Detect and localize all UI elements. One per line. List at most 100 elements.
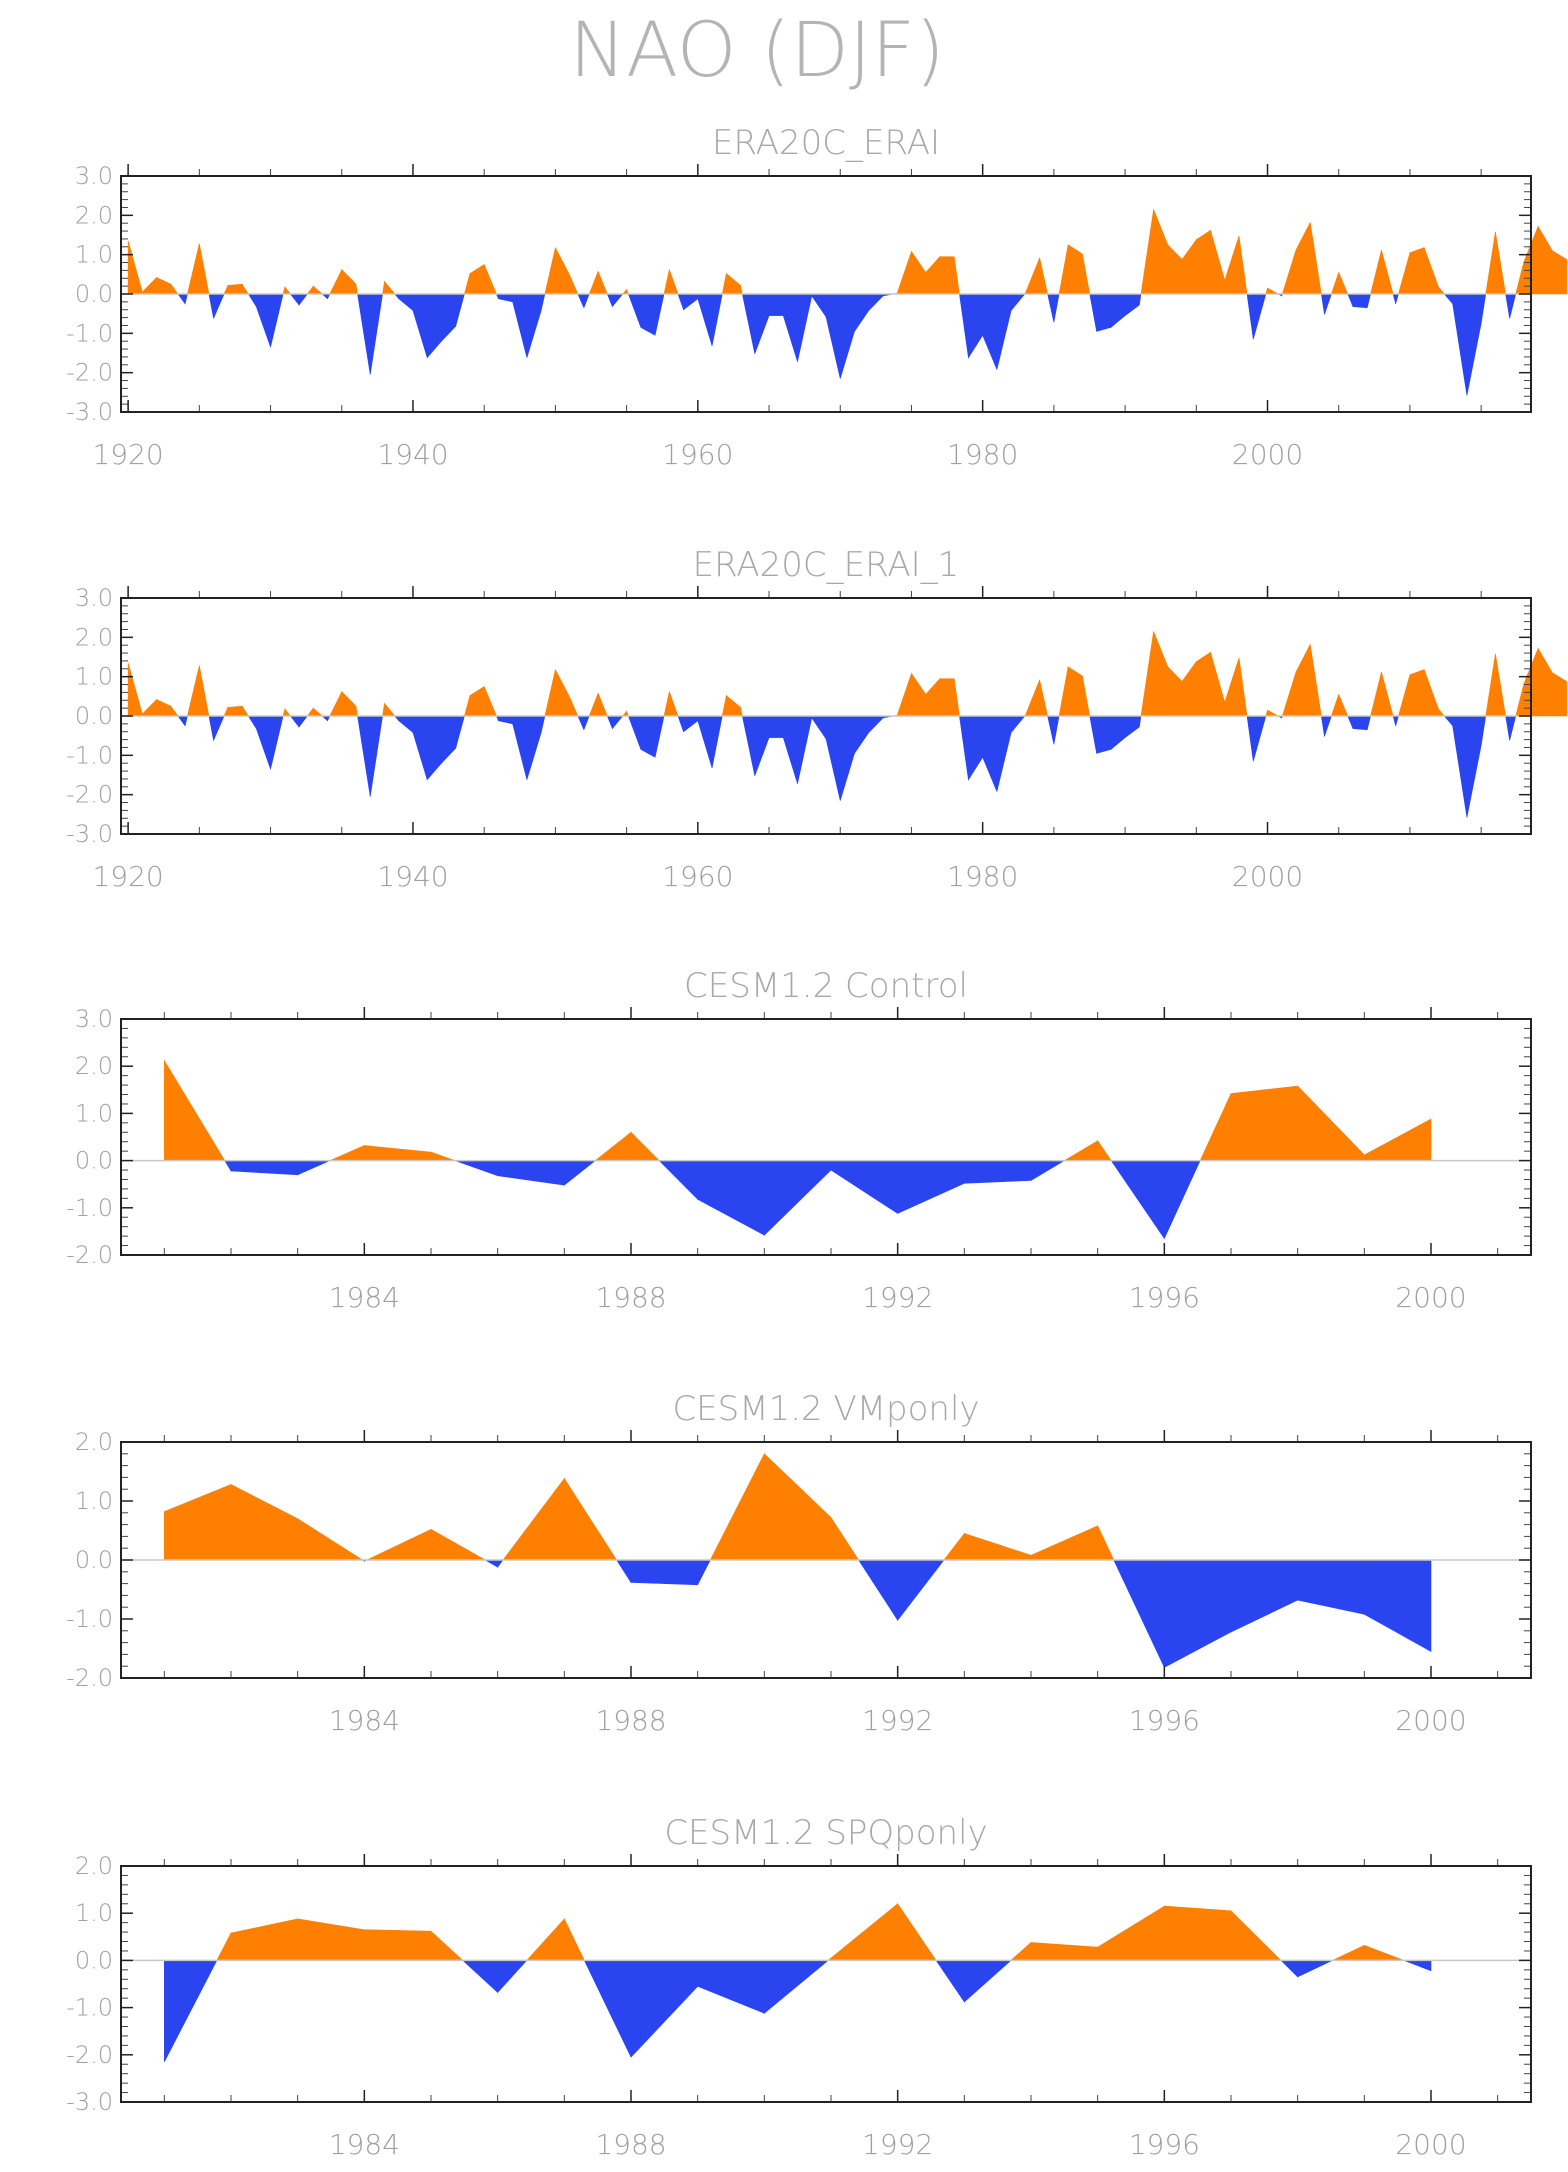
area-segment [782, 715, 798, 784]
figure-title: NAO (DJF) [569, 5, 944, 94]
area-segment [740, 285, 743, 295]
area-segment [355, 706, 358, 717]
area-segment [1230, 1910, 1282, 1961]
area-segment [177, 715, 186, 727]
area-segment [357, 715, 371, 797]
area-segment [341, 690, 357, 717]
area-segment [1097, 1525, 1115, 1561]
area-segment [142, 698, 157, 717]
area-segment [297, 1160, 331, 1176]
area-segment [1089, 715, 1097, 754]
area-segment [640, 715, 656, 758]
y-tick-label: -1.0 [66, 1605, 113, 1633]
area-segment [1443, 715, 1453, 727]
y-tick-label: 0.0 [75, 1946, 113, 1974]
area-segment [164, 1484, 232, 1561]
area-segment [1295, 644, 1311, 717]
x-tick-label: 2000 [1232, 860, 1303, 893]
area-segment [526, 715, 542, 780]
area-segment [996, 715, 1012, 792]
area-segment [1224, 657, 1240, 717]
area-segment [754, 293, 770, 354]
area-segment [306, 707, 314, 717]
area-segment [911, 250, 926, 295]
area-segment [868, 293, 884, 312]
x-tick-label: 1996 [1129, 2128, 1200, 2161]
area-segment [1082, 675, 1091, 717]
chart-panel-3: CESM1.2 Control -2.0 -1.0 0.0 1.0 2.0 3.0 1984 1… [66, 966, 1532, 1314]
area-segment [897, 1160, 965, 1214]
area-segment [1552, 672, 1567, 717]
area-segment [464, 695, 471, 717]
area-segment [1295, 222, 1311, 295]
area-segment [925, 677, 941, 717]
area-segment [1281, 671, 1297, 717]
area-segment [1010, 1941, 1032, 1961]
area-segment [959, 293, 969, 358]
area-segment [1438, 286, 1446, 295]
area-segment [230, 1160, 298, 1176]
x-tick-label: 1988 [595, 1704, 666, 1737]
area-segment [982, 293, 998, 370]
area-segment [1139, 293, 1142, 306]
area-segment [1398, 674, 1411, 717]
area-segment [683, 293, 699, 311]
x-tick-label: 1996 [1129, 1281, 1200, 1314]
y-tick-label: 3.0 [75, 1005, 113, 1033]
area-segment [1124, 293, 1140, 317]
area-segment [697, 1160, 765, 1236]
area-segment [1370, 249, 1382, 295]
area-segment [964, 1960, 1012, 2003]
area-segment [964, 1533, 1032, 1561]
area-segment [1246, 715, 1254, 762]
area-segment [1063, 1140, 1098, 1161]
area-segment [1196, 651, 1211, 717]
area-segment [1466, 715, 1482, 818]
chart-panel-4: CESM1.2 VMponly -2.0 -1.0 0.0 1.0 2.0 1984 1988… [66, 1389, 1532, 1737]
area-segment [289, 293, 300, 306]
area-segment [683, 715, 699, 733]
area-segment [1395, 293, 1399, 304]
area-segment [1110, 1160, 1165, 1240]
area-segment [612, 715, 624, 730]
area-segment [1280, 1960, 1298, 1978]
area-segment [223, 707, 229, 717]
area-segment [455, 293, 465, 327]
x-tick-label: 1996 [1129, 1704, 1200, 1737]
y-tick-label: 2.0 [75, 1852, 113, 1880]
area-segment [663, 269, 670, 295]
area-segment [1140, 631, 1154, 717]
area-segment [1324, 715, 1332, 737]
x-tick-label: 1992 [862, 1704, 933, 1737]
area-segment [462, 1960, 498, 1994]
area-segment [208, 293, 214, 319]
area-segment [606, 715, 613, 729]
area-segment [811, 293, 827, 318]
area-segment [764, 1453, 832, 1561]
area-segment [1167, 244, 1183, 295]
area-segment [483, 264, 497, 295]
y-tick-label: 1.0 [75, 1099, 113, 1127]
area-segment [677, 715, 684, 732]
area-segment [329, 269, 343, 295]
area-segment [555, 247, 570, 295]
area-segment [1181, 238, 1197, 295]
x-tick-label: 1992 [862, 2128, 933, 2161]
area-segment [1423, 669, 1439, 717]
x-tick-label: 1984 [329, 1704, 400, 1737]
x-tick-label: 1988 [595, 2128, 666, 2161]
y-tick-label: 0.0 [75, 280, 113, 308]
area-segment [630, 1960, 698, 2058]
area-segment [1281, 249, 1297, 295]
area-segment [968, 293, 983, 359]
area-segment [1332, 1944, 1365, 1961]
area-segment [830, 1160, 898, 1215]
x-tick-label: 1988 [595, 1281, 666, 1314]
area-segment [663, 691, 670, 717]
area-segment [355, 284, 358, 295]
area-segment [627, 293, 642, 328]
area-segment [630, 1559, 698, 1586]
area-segment [1096, 715, 1112, 754]
area-segment [1352, 715, 1368, 731]
